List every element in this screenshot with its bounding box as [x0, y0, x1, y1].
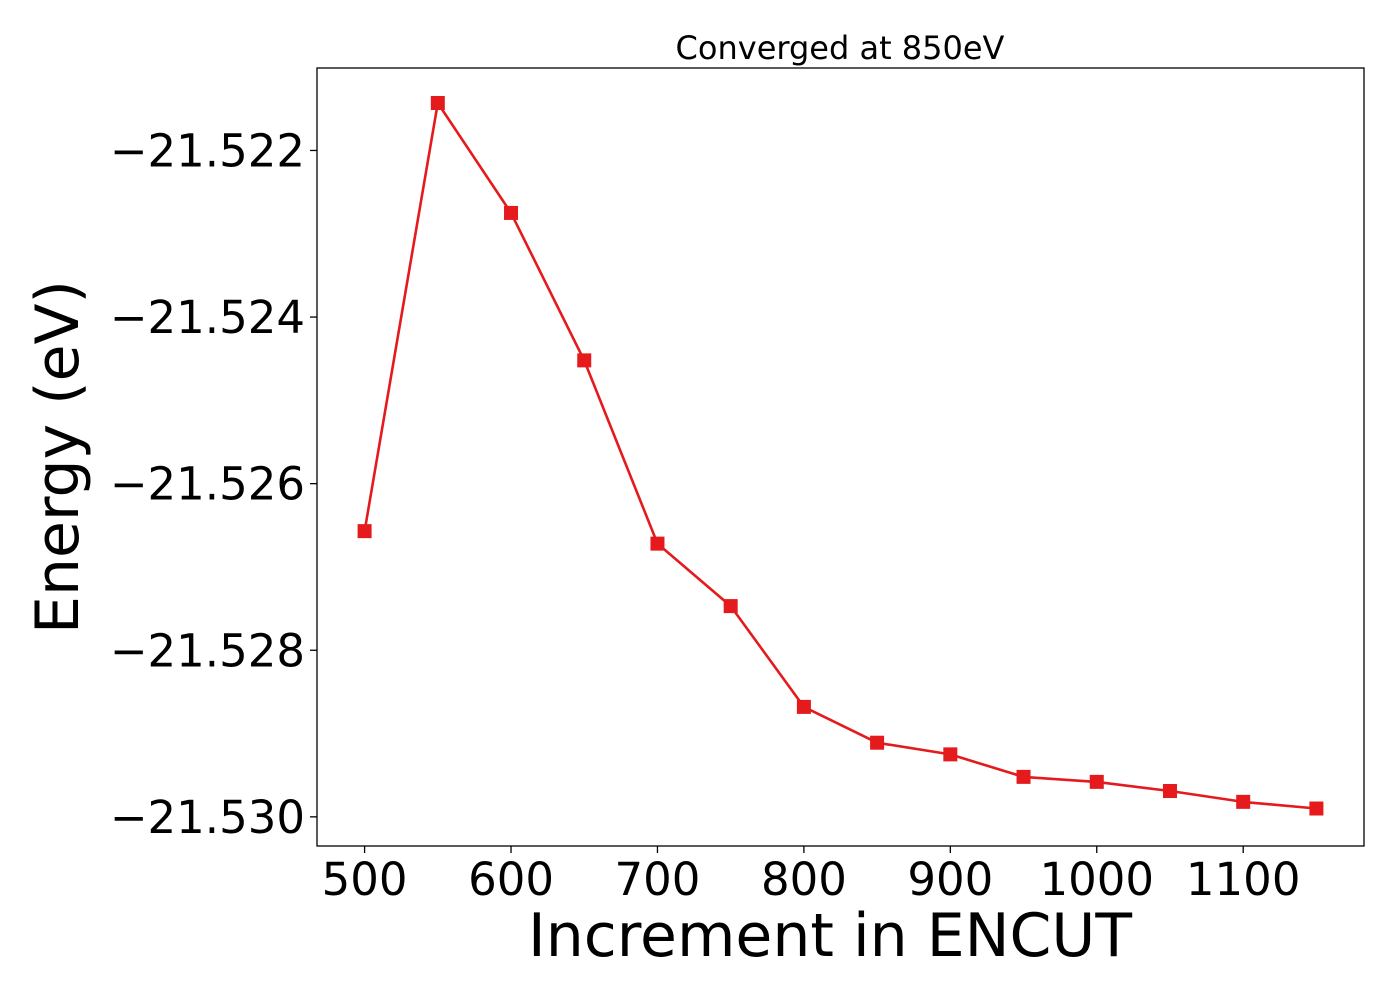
chart-title: Converged at 850eV [676, 29, 1005, 67]
data-point-marker [1162, 784, 1177, 799]
y-tick-label: −21.522 [110, 124, 305, 177]
y-tick-label: −21.530 [110, 791, 305, 844]
data-point-marker [1236, 794, 1251, 809]
x-tick-label: 900 [907, 853, 993, 906]
data-point-marker [870, 735, 885, 750]
data-point-marker [723, 599, 738, 614]
plot-frame [316, 67, 1365, 847]
x-tick-label: 600 [468, 853, 554, 906]
x-axis-label: Increment in ENCUT [528, 901, 1132, 971]
x-tick-label: 800 [761, 853, 847, 906]
series-layer [357, 95, 1324, 816]
data-point-marker [577, 353, 592, 368]
data-point-marker [943, 747, 958, 762]
y-tick-label: −21.528 [110, 624, 305, 677]
y-axis-label: Energy (eV) [23, 280, 93, 634]
x-tick-label: 500 [322, 853, 408, 906]
y-axis: −21.522 −21.524 −21.526 −21.528 −21.530 [110, 124, 317, 844]
data-point-marker [650, 536, 665, 551]
x-tick-label: 1100 [1186, 853, 1301, 906]
data-point-marker [796, 699, 811, 714]
series-line [363, 101, 1317, 810]
data-point-marker [357, 524, 372, 539]
x-tick-label: 1000 [1039, 853, 1154, 906]
data-point-marker [430, 95, 445, 110]
x-tick-label: 700 [615, 853, 701, 906]
y-tick-label: −21.524 [110, 291, 305, 344]
data-point-marker [1089, 774, 1104, 789]
y-tick-label: −21.526 [110, 458, 305, 511]
x-axis: 500 600 700 800 900 1000 1100 [322, 846, 1301, 906]
data-point-marker [1016, 769, 1031, 784]
data-point-marker [1309, 801, 1324, 816]
data-point-marker [504, 205, 519, 220]
